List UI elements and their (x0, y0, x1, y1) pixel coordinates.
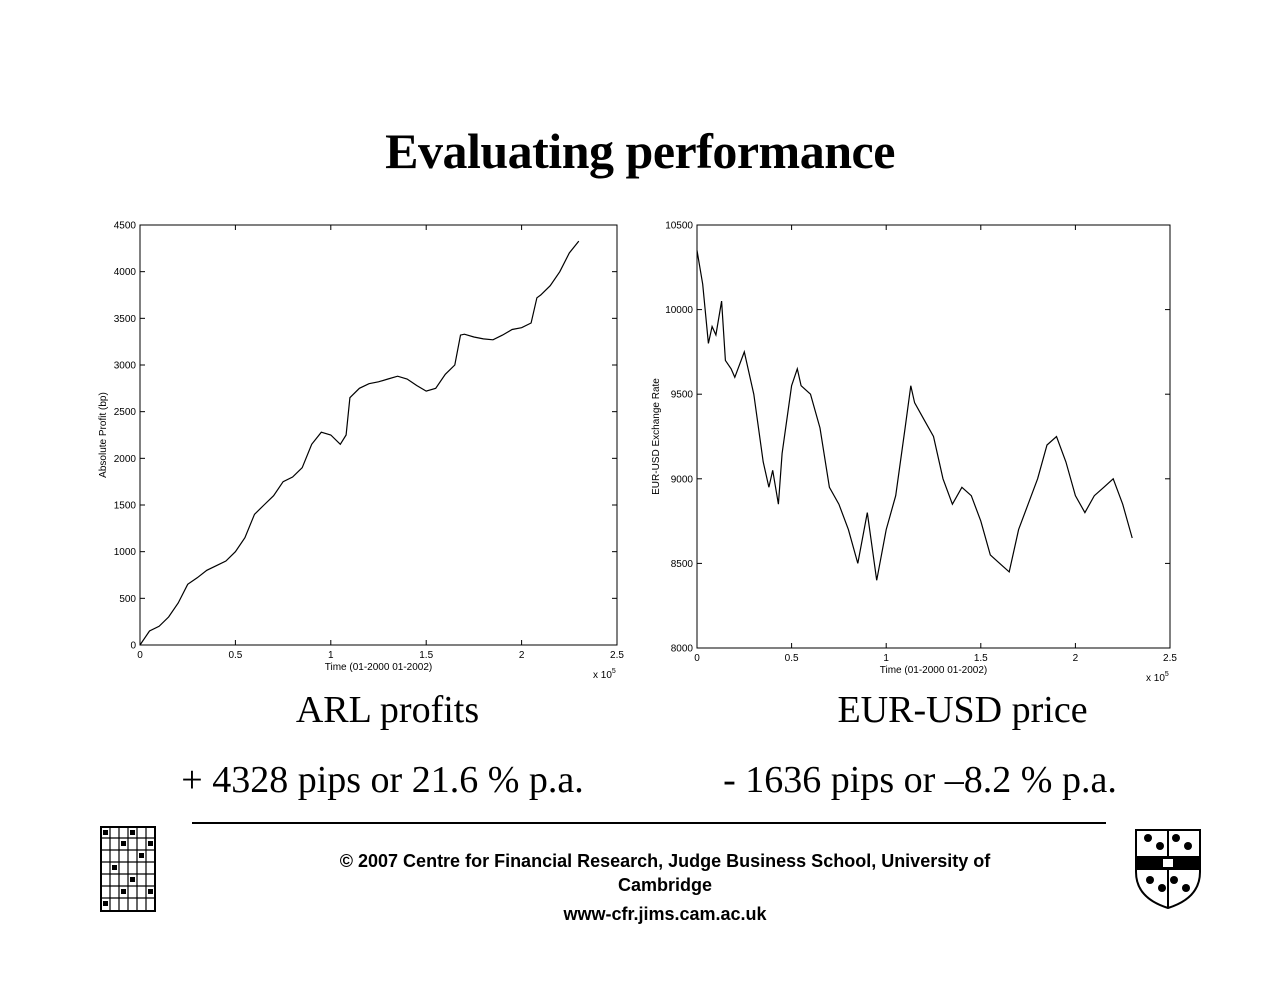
y-tick-label: 9500 (671, 390, 694, 401)
x-tick-label: 1.5 (974, 653, 988, 664)
y-tick-label: 0 (130, 641, 136, 652)
x-multiplier-label: x 105 (1146, 671, 1169, 684)
tick-group: 0 0.5 1 1.5 2 2.5 0 500 1000 1500 2000 2500 3000 3500… (114, 221, 625, 662)
y-tick-label: 3000 (114, 361, 137, 372)
series-line-eurusd (696, 250, 1133, 581)
x-tick-label: 1 (883, 653, 889, 664)
multiplier-base: x 10 (593, 670, 612, 681)
multiplier-exponent: 5 (1165, 671, 1169, 678)
y-tick-label: 8500 (671, 559, 694, 570)
x-tick-label: 2.5 (610, 650, 624, 661)
y-axis-label: EUR-USD Exchange Rate (651, 378, 662, 495)
left-chart-result: + 4328 pips or 21.6 % p.a. (181, 759, 584, 801)
profit-chart: 0 0.5 1 1.5 2 2.5 0 500 1000 1500 2000 2500 3000 3500… (98, 221, 624, 682)
y-tick-label: 8000 (671, 644, 694, 655)
cambridge-crest (1134, 828, 1202, 910)
tick-group: 0 0.5 1 1.5 2 2.5 8000 8500 9000 9500 10000 10500 (665, 221, 1177, 665)
charts-canvas: 0 0.5 1 1.5 2 2.5 0 500 1000 1500 2000 2500 3000 3500… (98, 221, 1177, 685)
y-tick-label: 10000 (665, 305, 693, 316)
right-chart-caption: EUR-USD price (837, 689, 1088, 731)
y-axis-label: Absolute Profit (bp) (98, 392, 109, 478)
plot-frame (696, 224, 1171, 649)
y-tick-label: 10500 (665, 221, 693, 232)
multiplier-base: x 10 (1146, 673, 1165, 684)
plot-frame (139, 224, 618, 646)
x-tick-label: 0 (137, 650, 143, 661)
footer-copyright-line1: © 2007 Centre for Financial Research, Ju… (339, 851, 991, 871)
x-multiplier-label: x 105 (593, 668, 616, 681)
y-tick-label: 3500 (114, 314, 137, 325)
y-tick-label: 2500 (114, 407, 137, 418)
right-chart-result: - 1636 pips or –8.2 % p.a. (723, 759, 1117, 801)
footer-url[interactable]: www-cfr.jims.cam.ac.uk (563, 904, 767, 924)
y-tick-label: 1500 (114, 501, 137, 512)
series-line-profit (139, 240, 580, 646)
x-tick-label: 2.5 (1163, 653, 1177, 664)
x-tick-label: 2 (1073, 653, 1079, 664)
footer-divider (192, 822, 1106, 824)
y-tick-label: 9000 (671, 474, 694, 485)
x-tick-label: 0.5 (785, 653, 799, 664)
eurusd-chart: 0 0.5 1 1.5 2 2.5 8000 8500 9000 9500 10000 10500 T… (651, 221, 1177, 685)
x-axis-label: Time (01-2000 01-2002) (325, 662, 432, 673)
y-tick-label: 4500 (114, 221, 137, 232)
footer-copyright-line2: Cambridge (617, 875, 713, 895)
x-tick-label: 2 (519, 650, 525, 661)
x-tick-label: 0.5 (228, 650, 242, 661)
x-tick-label: 1 (328, 650, 334, 661)
left-chart-caption: ARL profits (295, 689, 480, 731)
slide-title: Evaluating performance (385, 123, 895, 179)
y-tick-label: 4000 (114, 267, 137, 278)
cfr-logo (100, 826, 156, 912)
y-tick-label: 500 (119, 594, 136, 605)
x-axis-label: Time (01-2000 01-2002) (880, 665, 987, 676)
y-tick-label: 2000 (114, 454, 137, 465)
x-tick-label: 1.5 (419, 650, 433, 661)
y-tick-label: 1000 (114, 547, 137, 558)
multiplier-exponent: 5 (612, 668, 616, 675)
x-tick-label: 0 (694, 653, 700, 664)
